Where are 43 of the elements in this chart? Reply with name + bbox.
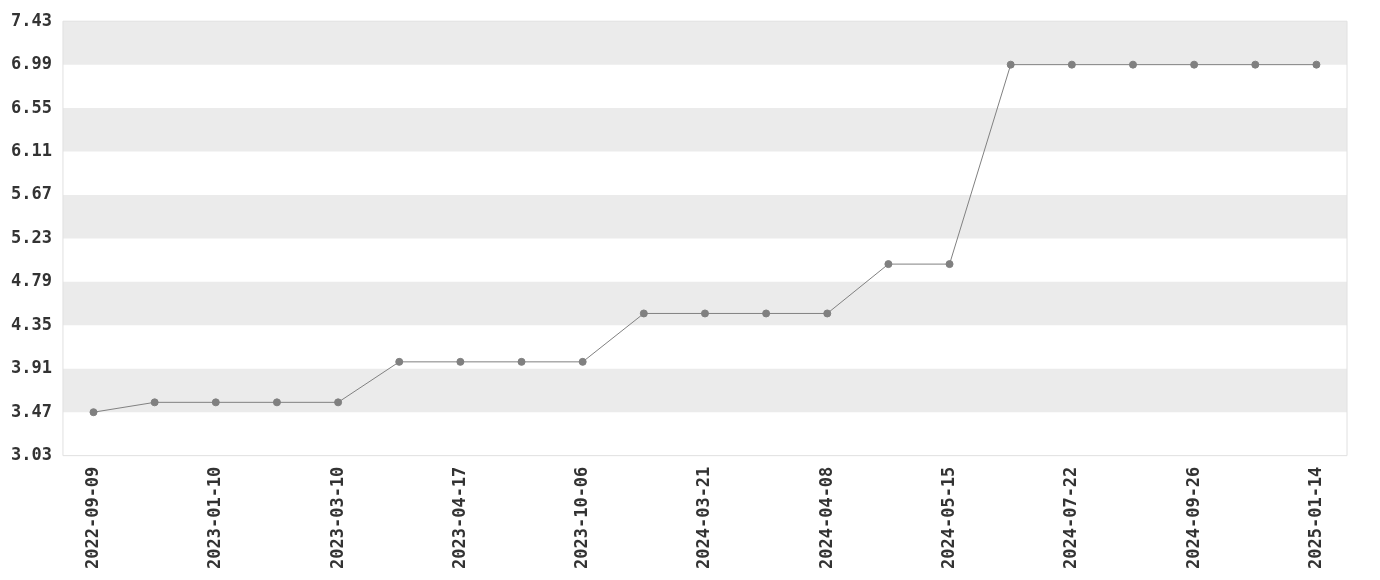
x-tick-label: 2024-05-15: [937, 466, 958, 570]
y-tick-label: 4.35: [10, 313, 52, 334]
y-tick-label: 3.91: [10, 357, 52, 378]
x-tick-label: 2024-07-22: [1060, 466, 1081, 570]
x-tick-label: 2024-09-26: [1182, 466, 1203, 570]
point: [1067, 60, 1076, 69]
y-tick-label: 3.03: [10, 444, 52, 465]
point: [1312, 60, 1321, 69]
point: [395, 357, 404, 366]
point: [823, 309, 832, 318]
x-tick-label: 2024-03-21: [693, 466, 714, 570]
y-tick-label: 7.43: [10, 9, 52, 30]
point: [1006, 60, 1015, 69]
point: [89, 408, 98, 417]
point: [700, 309, 709, 318]
x-tick-label: 2023-10-06: [571, 466, 592, 570]
point: [1128, 60, 1137, 69]
y-tick-label: 4.79: [10, 270, 52, 291]
y-tick-label: 5.67: [10, 183, 52, 204]
y-tick-label: 6.55: [10, 96, 52, 117]
point: [578, 357, 587, 366]
point: [334, 398, 343, 407]
x-tick-label: 2022-09-09: [81, 466, 102, 570]
y-tick-label: 5.23: [10, 226, 52, 247]
point: [517, 357, 526, 366]
point: [639, 309, 648, 318]
point: [945, 260, 954, 269]
point: [1190, 60, 1199, 69]
x-tick-label: 2025-01-14: [1304, 466, 1325, 570]
point: [884, 260, 893, 269]
y-tick-label: 3.47: [10, 400, 52, 421]
y-tick-label: 6.11: [10, 139, 52, 160]
point: [456, 357, 465, 366]
x-tick-label: 2024-04-08: [815, 466, 836, 570]
point: [150, 398, 159, 407]
x-tick-label: 2023-04-17: [448, 466, 469, 570]
y-tick-label: 6.99: [10, 53, 52, 74]
point: [211, 398, 220, 407]
point: [1251, 60, 1260, 69]
x-tick-label: 2023-01-10: [204, 466, 225, 570]
point: [272, 398, 281, 407]
x-tick-label: 2023-03-10: [326, 466, 347, 570]
point: [762, 309, 771, 318]
